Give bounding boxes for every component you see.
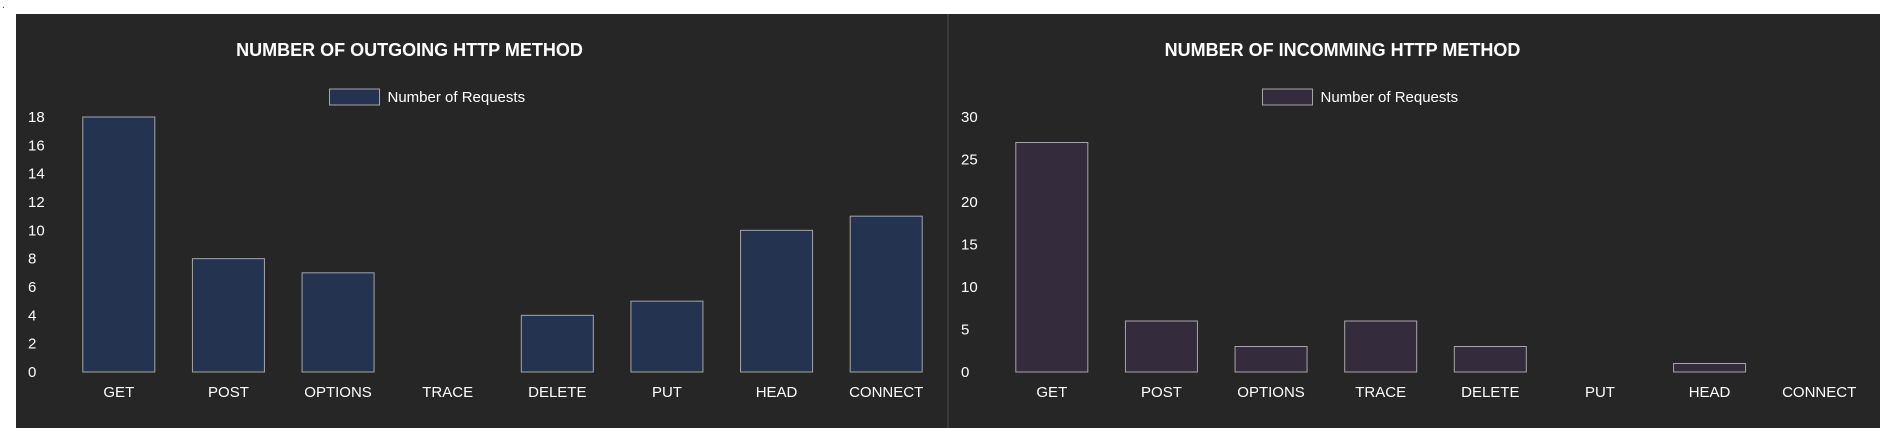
outgoing-bar-post <box>191 258 265 373</box>
outgoing-x-tick-label: TRACE <box>422 384 473 401</box>
outgoing-y-tick-label: 18 <box>28 109 45 126</box>
outgoing-chart-title: NUMBER OF OUTGOING HTTP METHOD <box>236 40 583 60</box>
incoming-legend-swatch <box>1262 88 1313 106</box>
incoming-y-tick-label: 0 <box>961 364 969 381</box>
outgoing-x-tick-label: PUT <box>652 384 682 401</box>
incoming-y-tick-label: 25 <box>961 152 978 169</box>
outgoing-legend-label: Number of Requests <box>388 89 526 106</box>
incoming-x-tick-label: OPTIONS <box>1237 384 1305 401</box>
outgoing-y-tick-label: 0 <box>28 364 36 381</box>
incoming-chart: NUMBER OF INCOMMING HTTP METHOD Number of… <box>961 40 1856 401</box>
incoming-bar-head <box>1673 363 1747 373</box>
outgoing-y-tick-label: 14 <box>28 166 45 183</box>
outgoing-y-tick-label: 16 <box>28 137 45 154</box>
incoming-y-tick-label: 20 <box>961 194 978 211</box>
outgoing-y-tick-label: 6 <box>28 279 36 296</box>
incoming-y-tick-label: 10 <box>961 279 978 296</box>
outgoing-y-tick-label: 10 <box>28 222 45 239</box>
outgoing-x-tick-label: POST <box>208 384 249 401</box>
outgoing-bar-put <box>630 300 704 373</box>
incoming-bar-delete <box>1453 346 1527 373</box>
incoming-chart-panel: NUMBER OF INCOMMING HTTP METHOD Number of… <box>949 14 1880 428</box>
outgoing-bar-head <box>740 229 814 373</box>
outgoing-y-tick-label: 2 <box>28 336 36 353</box>
incoming-x-tick-label: POST <box>1141 384 1182 401</box>
incoming-legend-label: Number of Requests <box>1321 89 1459 106</box>
outgoing-bar-connect <box>849 215 923 373</box>
corner-mark: . <box>2 0 5 11</box>
incoming-x-tick-label: HEAD <box>1689 384 1731 401</box>
incoming-chart-title: NUMBER OF INCOMMING HTTP METHOD <box>1165 40 1521 60</box>
outgoing-x-tick-label: CONNECT <box>849 384 923 401</box>
incoming-y-tick-label: 15 <box>961 237 978 254</box>
outgoing-chart-panel: NUMBER OF OUTGOING HTTP METHOD Number of … <box>16 14 947 428</box>
outgoing-y-tick-label: 4 <box>28 307 36 324</box>
outgoing-bar-options <box>301 272 375 373</box>
incoming-x-tick-label: TRACE <box>1355 384 1406 401</box>
incoming-x-tick-label: PUT <box>1585 384 1615 401</box>
incoming-y-tick-label: 5 <box>961 322 969 339</box>
outgoing-x-tick-label: GET <box>103 384 134 401</box>
incoming-x-tick-label: DELETE <box>1461 384 1519 401</box>
outgoing-y-tick-label: 8 <box>28 251 36 268</box>
outgoing-legend: Number of Requests <box>329 88 526 106</box>
panel-divider <box>947 14 949 428</box>
incoming-legend: Number of Requests <box>1262 88 1459 106</box>
outgoing-x-tick-label: OPTIONS <box>304 384 372 401</box>
outgoing-legend-swatch <box>329 88 380 106</box>
incoming-x-tick-label: GET <box>1036 384 1067 401</box>
incoming-x-tick-label: CONNECT <box>1782 384 1856 401</box>
incoming-bar-get <box>1015 142 1089 373</box>
outgoing-bar-get <box>82 116 156 373</box>
outgoing-y-tick-label: 12 <box>28 194 45 211</box>
incoming-bar-post <box>1124 320 1198 373</box>
incoming-bar-trace <box>1344 320 1418 373</box>
incoming-bar-options <box>1234 346 1308 373</box>
outgoing-x-tick-label: HEAD <box>756 384 798 401</box>
outgoing-bar-delete <box>520 314 594 373</box>
incoming-y-tick-label: 30 <box>961 109 978 126</box>
outgoing-x-tick-label: DELETE <box>528 384 586 401</box>
outgoing-chart: NUMBER OF OUTGOING HTTP METHOD Number of … <box>28 40 923 401</box>
